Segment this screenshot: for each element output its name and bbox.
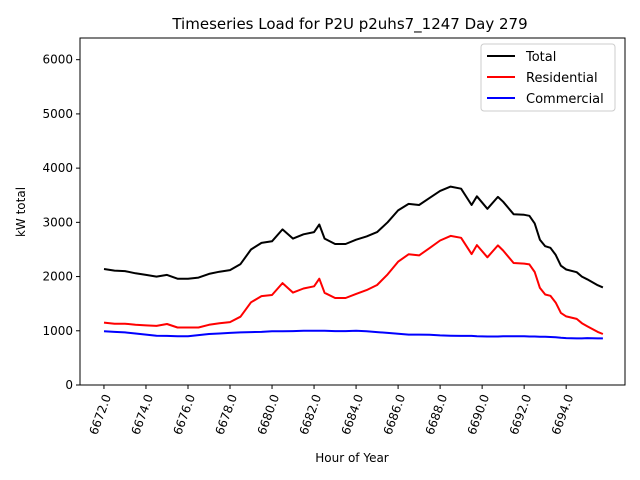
y-tick-label: 1000 xyxy=(42,324,73,338)
y-tick-label: 6000 xyxy=(42,53,73,67)
x-tick-label: 6684.0 xyxy=(339,392,367,436)
legend-box xyxy=(480,43,616,112)
x-tick-label: 6680.0 xyxy=(255,392,283,436)
y-tick-label: 4000 xyxy=(42,161,73,175)
plot-frame xyxy=(79,37,626,386)
x-tick-label: 6686.0 xyxy=(381,392,409,436)
legend-label-total: Total xyxy=(525,50,556,65)
x-tick-label: 6672.0 xyxy=(87,392,115,436)
series-line-commercial xyxy=(103,329,603,340)
y-tick-label: 0 xyxy=(65,378,73,392)
y-tick-label: 5000 xyxy=(42,107,73,121)
x-tick-label: 6690.0 xyxy=(465,392,493,436)
x-tick-label: 6676.0 xyxy=(171,392,199,436)
y-tick-label: 3000 xyxy=(42,215,73,229)
x-tick-label: 6692.0 xyxy=(507,392,535,436)
x-tick-label: 6694.0 xyxy=(549,392,577,436)
legend: Total Residential Commercial xyxy=(480,43,616,112)
series-line-total xyxy=(103,185,604,289)
x-tick-label: 6688.0 xyxy=(423,392,451,436)
chart-title: Timeseries Load for P2U p2uhs7_1247 Day … xyxy=(171,15,527,34)
x-axis-label: Hour of Year xyxy=(315,451,389,465)
y-axis-label: kW total xyxy=(14,187,28,237)
y-tick-label: 2000 xyxy=(42,270,73,284)
x-tick-label: 6682.0 xyxy=(297,392,325,436)
x-tick-label: 6674.0 xyxy=(129,392,157,436)
legend-label-residential: Residential xyxy=(526,71,598,86)
legend-label-commercial: Commercial xyxy=(526,92,604,107)
series-line-residential xyxy=(103,234,604,335)
x-tick-label: 6678.0 xyxy=(213,392,241,436)
